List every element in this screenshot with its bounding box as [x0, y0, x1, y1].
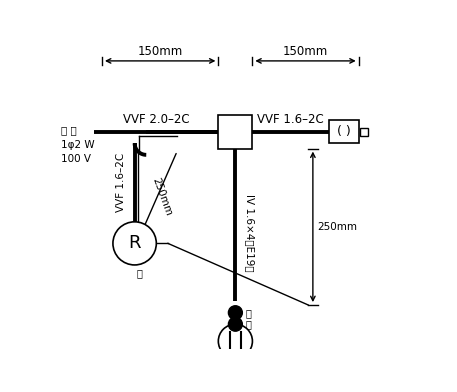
Text: イ: イ [245, 308, 251, 318]
Text: VVF 2.0–2C: VVF 2.0–2C [123, 113, 190, 125]
Text: 150mm: 150mm [138, 45, 183, 58]
Circle shape [228, 317, 242, 331]
Circle shape [113, 222, 156, 265]
Text: 250mm: 250mm [318, 222, 357, 232]
Text: イ: イ [136, 268, 142, 278]
Bar [360, 128, 368, 136]
Text: ロ: ロ [245, 319, 251, 329]
Text: 250mm: 250mm [150, 177, 173, 218]
Text: 電 源
1φ2 W
100 V: 電 源 1φ2 W 100 V [61, 125, 95, 163]
Text: R: R [128, 234, 141, 252]
Circle shape [228, 306, 242, 319]
Text: VVF 1.6–2C: VVF 1.6–2C [257, 113, 324, 125]
Bar [329, 120, 359, 143]
Text: ( ): ( ) [337, 125, 351, 138]
Text: 150mm: 150mm [283, 45, 328, 58]
Bar [218, 115, 252, 149]
Text: IV 1.6×4（E19）: IV 1.6×4（E19） [244, 194, 255, 271]
Circle shape [218, 324, 252, 358]
Text: VVF 1.6–2C: VVF 1.6–2C [116, 153, 126, 212]
